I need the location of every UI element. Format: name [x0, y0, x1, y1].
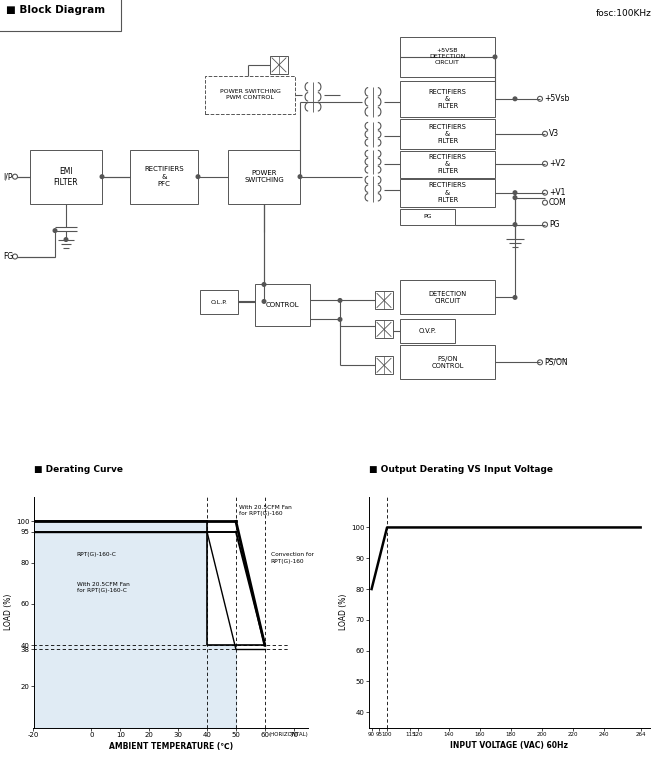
Circle shape	[262, 283, 266, 286]
Circle shape	[513, 223, 517, 226]
Bar	[375, 357, 393, 374]
Bar	[400, 81, 495, 117]
Text: COM: COM	[549, 198, 567, 207]
Bar	[255, 284, 310, 326]
Circle shape	[338, 317, 342, 321]
Text: I/P: I/P	[3, 172, 13, 181]
Bar	[400, 209, 455, 225]
Text: DETECTION
CIRCUIT: DETECTION CIRCUIT	[428, 291, 466, 304]
Text: Convection for
RPT(G)-160: Convection for RPT(G)-160	[271, 552, 314, 564]
Text: +5Vsb: +5Vsb	[544, 94, 570, 103]
Circle shape	[53, 229, 57, 233]
Polygon shape	[34, 521, 236, 728]
Text: With 20.5CFM Fan
for RPT(G)-160: With 20.5CFM Fan for RPT(G)-160	[239, 505, 291, 516]
Bar	[400, 280, 495, 314]
Bar	[400, 151, 495, 178]
Text: POWER
SWITCHING: POWER SWITCHING	[244, 170, 284, 183]
Y-axis label: LOAD (%): LOAD (%)	[339, 594, 348, 631]
Text: fosc:100KHz: fosc:100KHz	[596, 9, 652, 18]
Text: PS/ON: PS/ON	[544, 358, 567, 367]
Circle shape	[298, 175, 302, 179]
Circle shape	[338, 299, 342, 303]
Circle shape	[513, 191, 517, 195]
Circle shape	[493, 55, 496, 59]
Bar	[400, 37, 495, 77]
Circle shape	[64, 238, 68, 241]
Text: RECTIFIERS
&
FILTER: RECTIFIERS & FILTER	[429, 182, 466, 203]
Text: With 20.5CFM Fan
for RPT(G)-160-C: With 20.5CFM Fan for RPT(G)-160-C	[77, 582, 129, 593]
Circle shape	[100, 175, 104, 179]
Circle shape	[513, 97, 517, 101]
Text: RPT(G)-160-C: RPT(G)-160-C	[77, 552, 117, 557]
Text: +V2: +V2	[549, 159, 565, 168]
Bar	[400, 179, 495, 206]
Text: ■ Block Diagram: ■ Block Diagram	[6, 5, 105, 15]
Text: EMI
FILTER: EMI FILTER	[54, 167, 78, 186]
Text: POWER SWITCHING
PWM CONTROL: POWER SWITCHING PWM CONTROL	[220, 89, 281, 100]
Circle shape	[262, 300, 266, 303]
Text: RECTIFIERS
&
FILTER: RECTIFIERS & FILTER	[429, 154, 466, 175]
Text: RECTIFIERS
&
FILTER: RECTIFIERS & FILTER	[429, 89, 466, 109]
Circle shape	[513, 196, 517, 199]
Text: PG: PG	[549, 220, 559, 229]
Circle shape	[196, 175, 200, 179]
Text: +5VSB
DETECTION
CIRCUIT: +5VSB DETECTION CIRCUIT	[429, 49, 466, 65]
Bar	[400, 119, 495, 149]
X-axis label: INPUT VOLTAGE (VAC) 60Hz: INPUT VOLTAGE (VAC) 60Hz	[450, 741, 568, 750]
Text: ■ Derating Curve: ■ Derating Curve	[34, 464, 123, 474]
Bar	[228, 149, 300, 203]
Y-axis label: LOAD (%): LOAD (%)	[4, 594, 13, 631]
Text: O.L.P.: O.L.P.	[210, 300, 227, 305]
Bar	[130, 149, 198, 203]
Text: RECTIFIERS
&
PFC: RECTIFIERS & PFC	[144, 166, 184, 187]
Bar	[375, 292, 393, 310]
Bar	[270, 56, 288, 74]
Bar	[400, 346, 495, 380]
Text: PS/ON
CONTROL: PS/ON CONTROL	[431, 356, 464, 369]
Bar	[400, 320, 455, 343]
Text: V3: V3	[549, 129, 559, 139]
Bar	[375, 320, 393, 338]
Bar	[200, 290, 238, 314]
Circle shape	[513, 296, 517, 300]
Text: (HORIZONTAL): (HORIZONTAL)	[269, 732, 308, 737]
Text: FG: FG	[3, 252, 13, 261]
Text: O.V.P.: O.V.P.	[419, 328, 436, 334]
Text: RECTIFIERS
&
FILTER: RECTIFIERS & FILTER	[429, 123, 466, 144]
Text: ■ Output Derating VS Input Voltage: ■ Output Derating VS Input Voltage	[369, 464, 553, 474]
Bar	[30, 149, 102, 203]
Text: PG: PG	[423, 214, 431, 219]
X-axis label: AMBIENT TEMPERATURE (℃): AMBIENT TEMPERATURE (℃)	[109, 742, 233, 751]
Text: CONTROL: CONTROL	[266, 303, 299, 309]
Bar	[205, 76, 295, 114]
Text: +V1: +V1	[549, 188, 565, 197]
